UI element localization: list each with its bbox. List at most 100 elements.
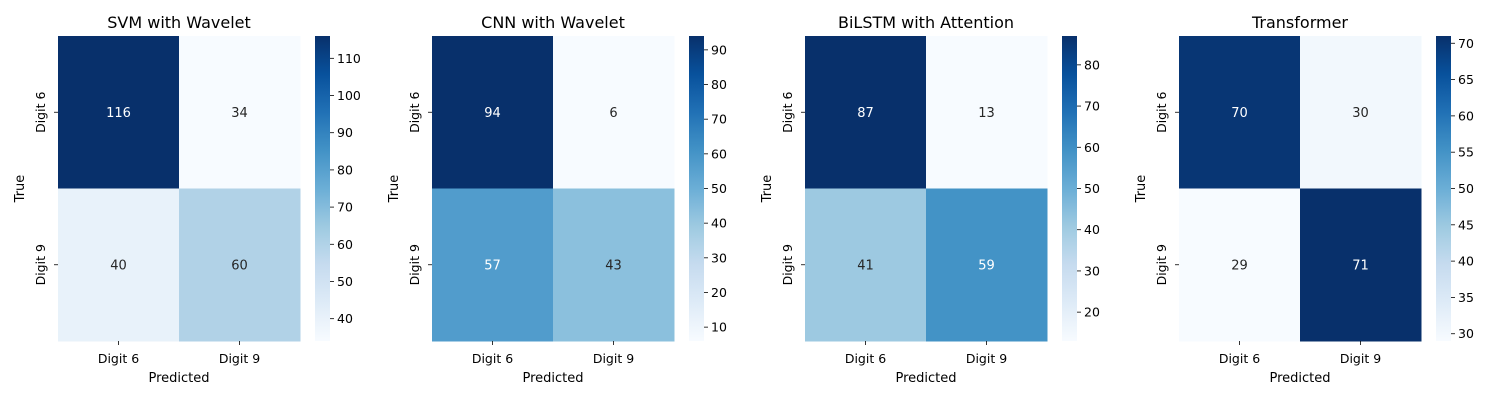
colorbar [1062,36,1077,341]
heatmap-cell [926,36,1048,189]
heatmap-cell [179,188,301,342]
colorbar-tick-label: 30 [1084,263,1100,278]
colorbar-tick-label: 90 [337,125,353,140]
colorbar-tick-label: 20 [711,285,727,300]
heatmap-panel-3: BiLSTM with Attention 87 13 41 59 Digit 6 Digi… [760,13,1100,386]
x-tick-label: Digit 9 [1340,351,1381,366]
heatmap-cell [179,36,301,189]
x-tick-label: Digit 6 [472,351,513,366]
colorbar-tick-label: 10 [711,320,727,335]
colorbar [1436,36,1451,341]
colorbar-tick-label: 40 [1084,222,1100,237]
heatmap-cell [432,188,554,342]
heatmap-cell [553,188,675,342]
x-tick-label: Digit 9 [593,351,634,366]
heatmap-cell [58,36,180,189]
y-axis-label: True [13,175,28,204]
cell-value-label: 60 [231,258,248,273]
x-tick-label: Digit 6 [1219,351,1260,366]
colorbar-tick-label: 20 [1084,305,1100,320]
heatmap-cell [553,36,675,189]
heatmap-cell [1179,188,1301,342]
y-tick-label: Digit 6 [780,92,795,133]
y-tick-label: Digit 9 [1154,244,1169,285]
colorbar-tick-label: 45 [1458,217,1474,232]
heatmap-panel-4: Transformer 70 30 29 71 Digit 6 Digit 9 Digit 6… [1134,13,1474,386]
cell-value-label: 30 [1352,106,1369,121]
cell-value-label: 13 [978,106,995,121]
colorbar-tick-label: 50 [711,181,727,196]
colorbar-tick-label: 40 [711,216,727,231]
cell-value-label: 116 [106,106,131,121]
heatmap-cell [432,36,554,189]
colorbar-tick-label: 80 [711,77,727,92]
y-tick-label: Digit 6 [1154,92,1169,133]
chart-title: CNN with Wavelet [481,13,625,32]
heatmap-cell [805,188,927,342]
colorbar-tick-label: 50 [1084,181,1100,196]
colorbar-tick-label: 70 [1458,36,1474,51]
colorbar-tick-label: 50 [337,274,353,289]
colorbar-tick-label: 30 [711,250,727,265]
colorbar-tick-label: 40 [1458,254,1474,269]
cell-value-label: 87 [857,106,874,121]
y-tick-label: Digit 9 [780,244,795,285]
heatmap-cell [1179,36,1301,189]
x-tick-label: Digit 9 [219,351,260,366]
heatmap-cell [1300,36,1422,189]
colorbar-tick-label: 60 [337,237,353,252]
colorbar-tick-label: 50 [1458,181,1474,196]
chart-title: BiLSTM with Attention [838,13,1014,32]
cell-value-label: 34 [231,106,248,121]
colorbar-tick-label: 80 [1084,57,1100,72]
y-tick-label: Digit 6 [407,92,422,133]
y-axis-label: True [387,175,402,204]
cell-value-label: 59 [978,258,995,273]
heatmap-panel-1: SVM with Wavelet 116 34 40 60 Digit 6 Digit 9 D… [13,13,361,386]
cell-value-label: 29 [1231,258,1248,273]
colorbar-tick-label: 40 [337,311,353,326]
heatmap-cell [805,36,927,189]
x-axis-label: Predicted [148,371,209,386]
cell-value-label: 57 [484,258,501,273]
colorbar-tick-label: 70 [337,200,353,215]
heatmap-cell [1300,188,1422,342]
colorbar-tick-label: 80 [337,162,353,177]
colorbar-tick-label: 60 [711,146,727,161]
cell-value-label: 6 [609,106,617,121]
y-axis-label: True [1134,175,1149,204]
x-tick-label: Digit 6 [98,351,139,366]
x-axis-label: Predicted [895,371,956,386]
colorbar-tick-label: 35 [1458,290,1474,305]
colorbar-tick-label: 70 [711,112,727,127]
y-tick-label: Digit 6 [33,92,48,133]
colorbar [689,36,704,341]
colorbar-tick-label: 60 [1084,140,1100,155]
cell-value-label: 70 [1231,106,1248,121]
cell-value-label: 71 [1352,258,1369,273]
chart-title: Transformer [1251,13,1348,32]
cell-value-label: 94 [484,106,501,121]
colorbar-tick-label: 100 [337,88,361,103]
colorbar-tick-label: 110 [337,51,361,66]
colorbar-tick-label: 60 [1458,108,1474,123]
colorbar [315,36,330,341]
heatmap-cell [926,188,1048,342]
cell-value-label: 41 [857,258,874,273]
x-tick-label: Digit 9 [966,351,1007,366]
colorbar-tick-label: 65 [1458,72,1474,87]
chart-title: SVM with Wavelet [107,13,251,32]
colorbar-tick-label: 30 [1458,326,1474,341]
cell-value-label: 43 [605,258,622,273]
heatmap-panel-2: CNN with Wavelet 94 6 57 43 Digit 6 Digit 9 Dig… [387,13,727,386]
heatmap-cell [58,188,180,342]
y-tick-label: Digit 9 [33,244,48,285]
x-axis-label: Predicted [522,371,583,386]
colorbar-tick-label: 90 [711,42,727,57]
x-tick-label: Digit 6 [845,351,886,366]
y-tick-label: Digit 9 [407,244,422,285]
y-axis-label: True [760,175,775,204]
colorbar-tick-label: 55 [1458,145,1474,160]
cell-value-label: 40 [110,258,127,273]
